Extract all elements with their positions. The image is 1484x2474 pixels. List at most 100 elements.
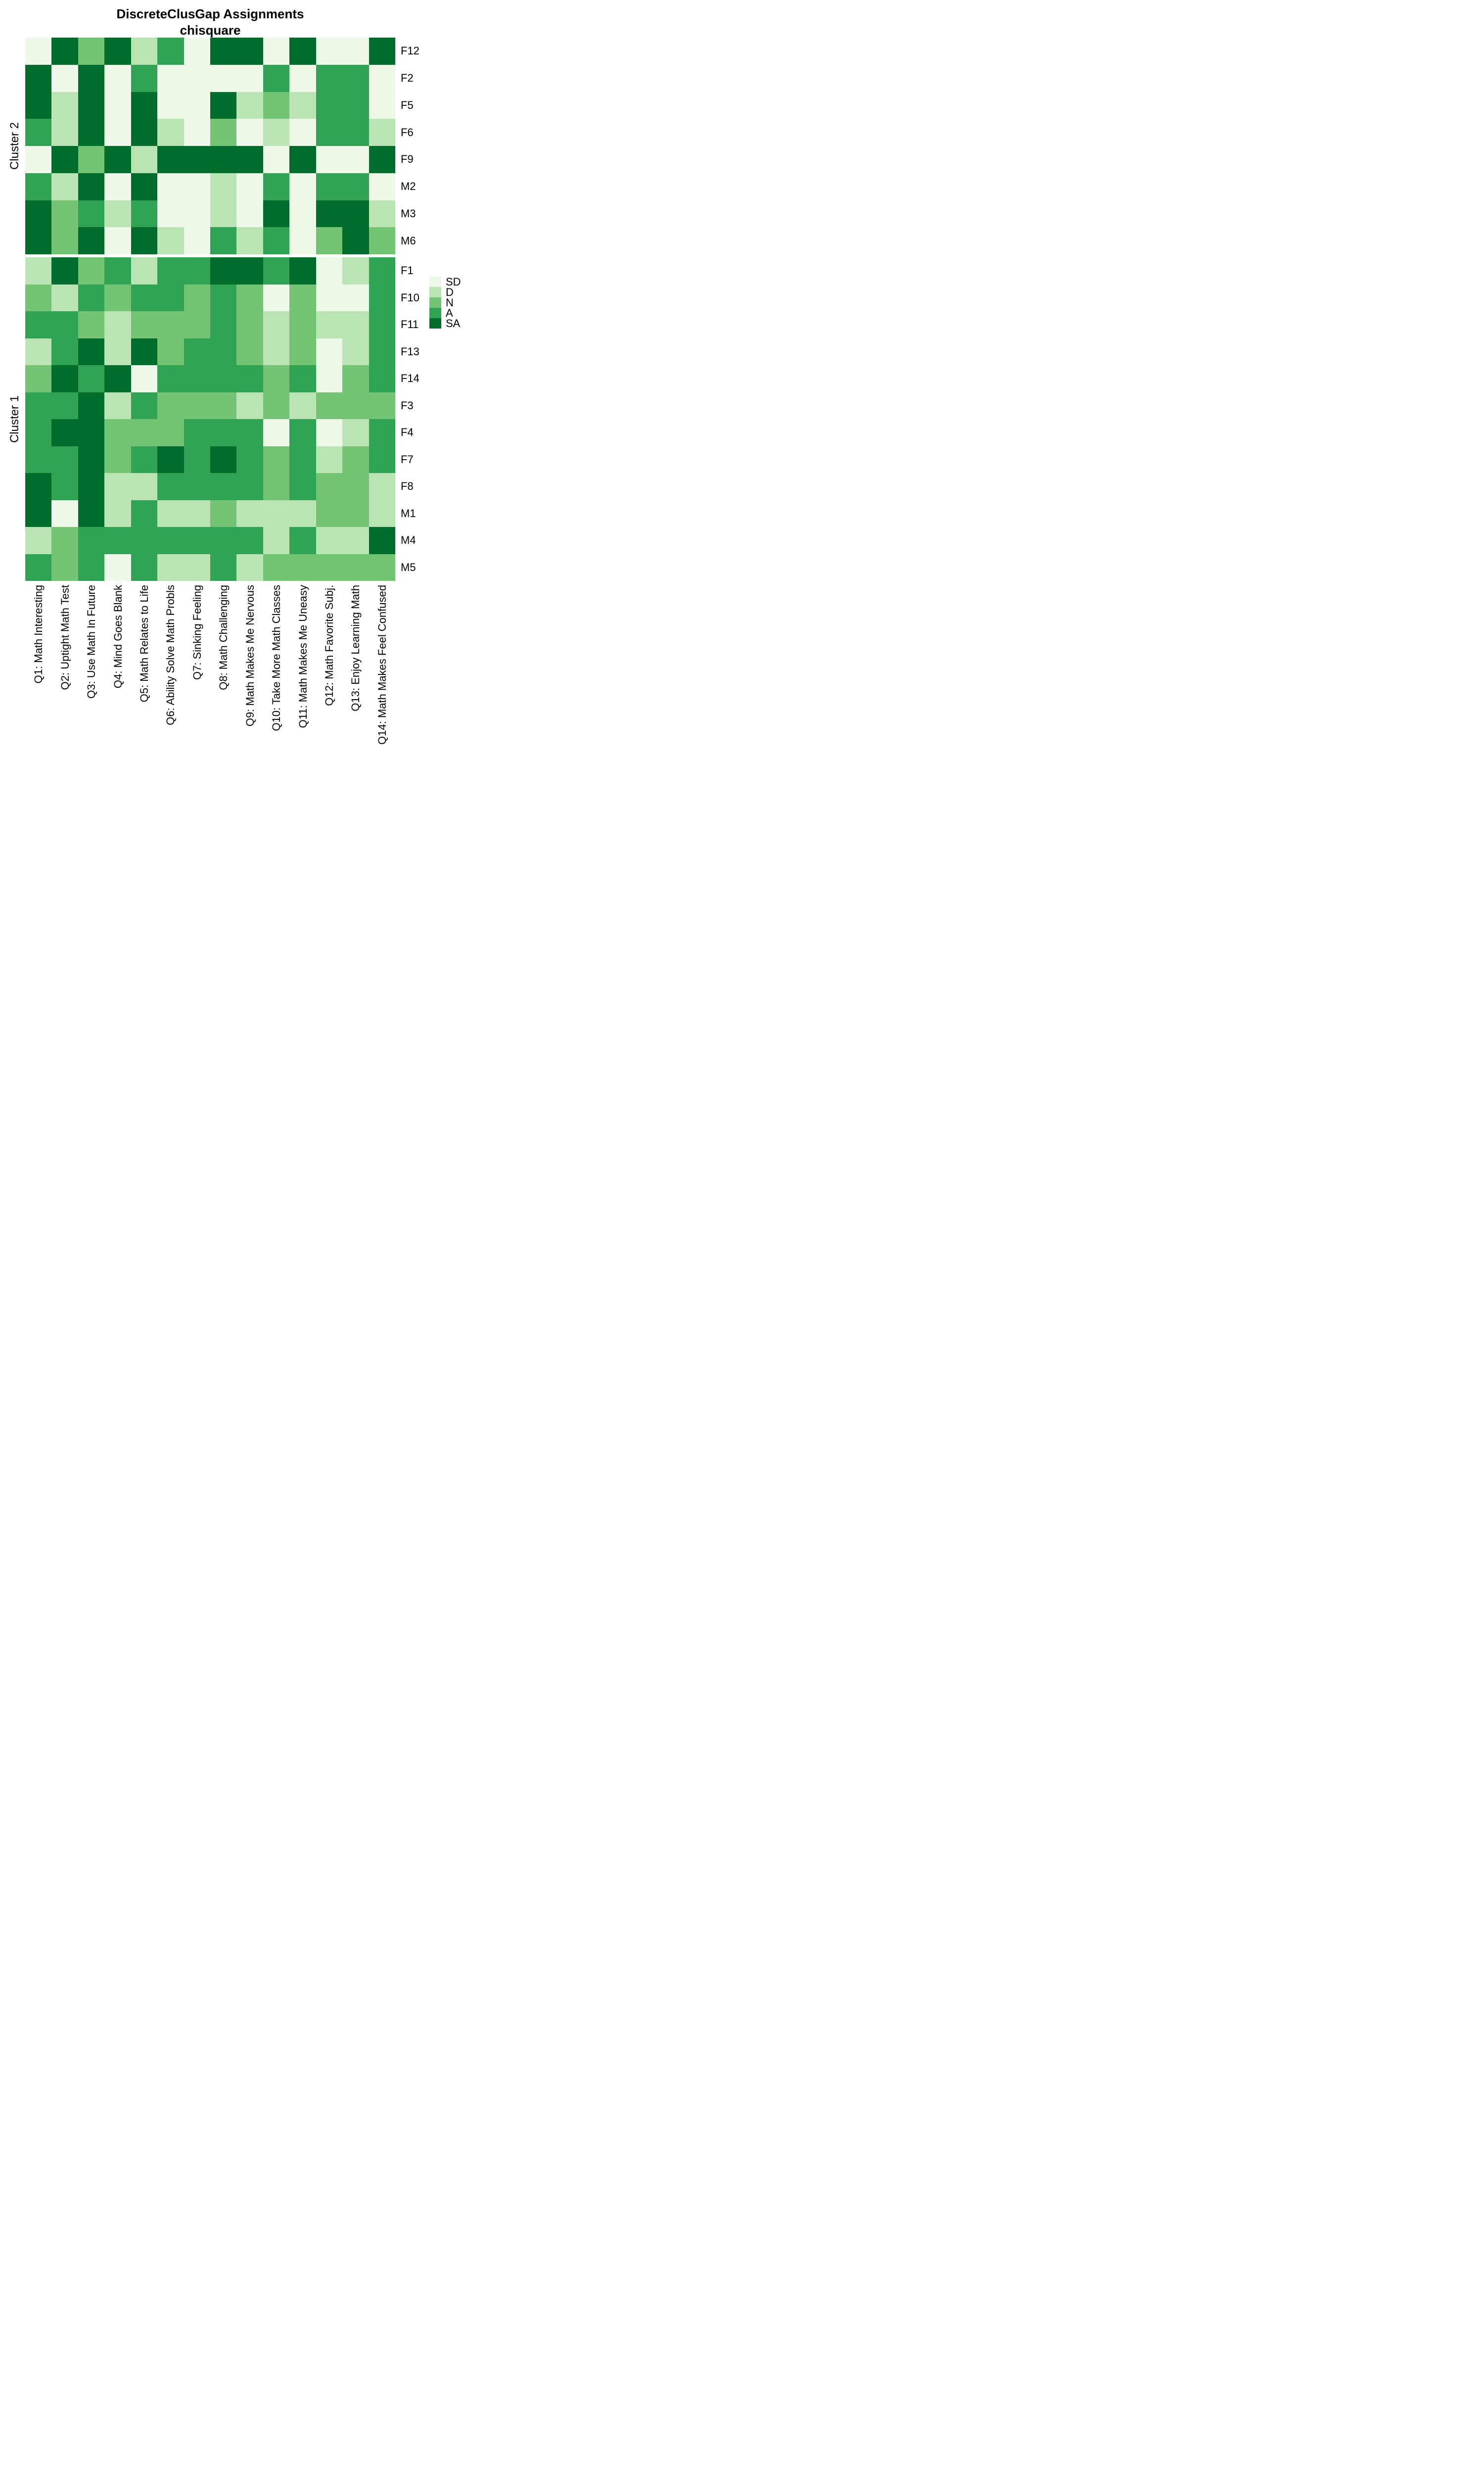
heatmap-cell [157, 338, 184, 365]
heatmap-cell [157, 473, 184, 500]
heatmap-cell [342, 365, 369, 392]
heatmap-cell [369, 365, 395, 392]
column-label: Q13: Enjoy Learning Math [349, 585, 362, 712]
heatmap-cell [184, 227, 210, 254]
heatmap-cell [263, 365, 290, 392]
heatmap-cell [263, 173, 290, 200]
cluster-label: Cluster 2 [8, 122, 21, 170]
heatmap-cell [236, 446, 263, 473]
heatmap-cell [51, 446, 78, 473]
heatmap-cell [104, 419, 131, 446]
heatmap-cell [263, 284, 290, 311]
legend-swatch-a [429, 308, 441, 318]
row-label: M6 [401, 234, 416, 247]
heatmap-cell [236, 227, 263, 254]
heatmap-cell [236, 500, 263, 527]
heatmap-cell [25, 500, 52, 527]
heatmap-cell [25, 119, 52, 146]
heatmap-cell [131, 392, 158, 419]
heatmap-cell [210, 392, 237, 419]
heatmap-cell [131, 200, 158, 228]
heatmap-cell [157, 419, 184, 446]
heatmap-cell [78, 146, 105, 173]
heatmap-cell [157, 284, 184, 311]
heatmap-panel-cluster1 [25, 257, 395, 581]
heatmap-cell [316, 200, 343, 228]
heatmap-cell [210, 473, 237, 500]
heatmap-cell [342, 200, 369, 228]
legend-label: D [446, 285, 454, 298]
heatmap-cell [342, 92, 369, 119]
row-label: F1 [401, 264, 414, 277]
heatmap-cell [131, 554, 158, 581]
heatmap-cell [236, 365, 263, 392]
legend-label: A [446, 306, 453, 319]
heatmap-cell [25, 419, 52, 446]
heatmap-cell [78, 200, 105, 228]
chart-title-line1: DiscreteClusGap Assignments [116, 6, 304, 21]
heatmap-cell [369, 500, 395, 527]
heatmap-cell [342, 38, 369, 65]
heatmap-cell [104, 500, 131, 527]
heatmap-cell [131, 419, 158, 446]
row-label: F12 [401, 45, 419, 57]
heatmap-cell [342, 527, 369, 554]
row-label: M1 [401, 507, 416, 520]
heatmap-cell [184, 338, 210, 365]
heatmap-panel-cluster2 [25, 38, 395, 254]
heatmap-cell [131, 527, 158, 554]
heatmap-cell [289, 92, 316, 119]
heatmap-cell [184, 257, 210, 285]
heatmap-cell [289, 311, 316, 338]
heatmap-cell [104, 338, 131, 365]
heatmap-cell [210, 554, 237, 581]
heatmap-cell [342, 500, 369, 527]
heatmap-cell [369, 419, 395, 446]
heatmap-cell [369, 227, 395, 254]
row-label: M5 [401, 561, 416, 573]
heatmap-cell [342, 446, 369, 473]
heatmap-cell [78, 38, 105, 65]
heatmap-cell [78, 257, 105, 285]
heatmap-cell [236, 338, 263, 365]
heatmap-cell [25, 227, 52, 254]
heatmap-cell [289, 446, 316, 473]
heatmap-cell [51, 500, 78, 527]
row-label: F11 [401, 318, 419, 331]
heatmap-cell [78, 554, 105, 581]
row-label: F10 [401, 291, 419, 304]
heatmap-cell [51, 227, 78, 254]
row-label: M4 [401, 534, 416, 547]
heatmap-cell [369, 146, 395, 173]
heatmap-cell [263, 338, 290, 365]
heatmap-cell [104, 119, 131, 146]
heatmap-cell [210, 64, 237, 92]
heatmap-cell [51, 365, 78, 392]
heatmap-cell [210, 500, 237, 527]
heatmap-cell [184, 419, 210, 446]
heatmap-cell [78, 173, 105, 200]
heatmap-cell [263, 227, 290, 254]
heatmap-cell [51, 173, 78, 200]
heatmap-cell [210, 338, 237, 365]
heatmap-cell [25, 554, 52, 581]
heatmap-cell [236, 554, 263, 581]
heatmap-cell [25, 92, 52, 119]
column-label: Q10: Take More Math Classes [270, 585, 283, 731]
column-label: Q5: Math Relates to Life [138, 585, 150, 703]
heatmap-cell [210, 446, 237, 473]
heatmap-cell [104, 227, 131, 254]
heatmap-cell [104, 527, 131, 554]
heatmap-cell [157, 119, 184, 146]
heatmap-cell [236, 419, 263, 446]
heatmap-cell [51, 419, 78, 446]
row-label: F9 [401, 153, 414, 166]
heatmap-cell [25, 311, 52, 338]
heatmap-cell [210, 200, 237, 228]
heatmap-cell [369, 257, 395, 285]
heatmap-cell [157, 200, 184, 228]
heatmap-cell [342, 419, 369, 446]
heatmap-cell [104, 446, 131, 473]
heatmap-cell [184, 500, 210, 527]
heatmap-cell [342, 227, 369, 254]
